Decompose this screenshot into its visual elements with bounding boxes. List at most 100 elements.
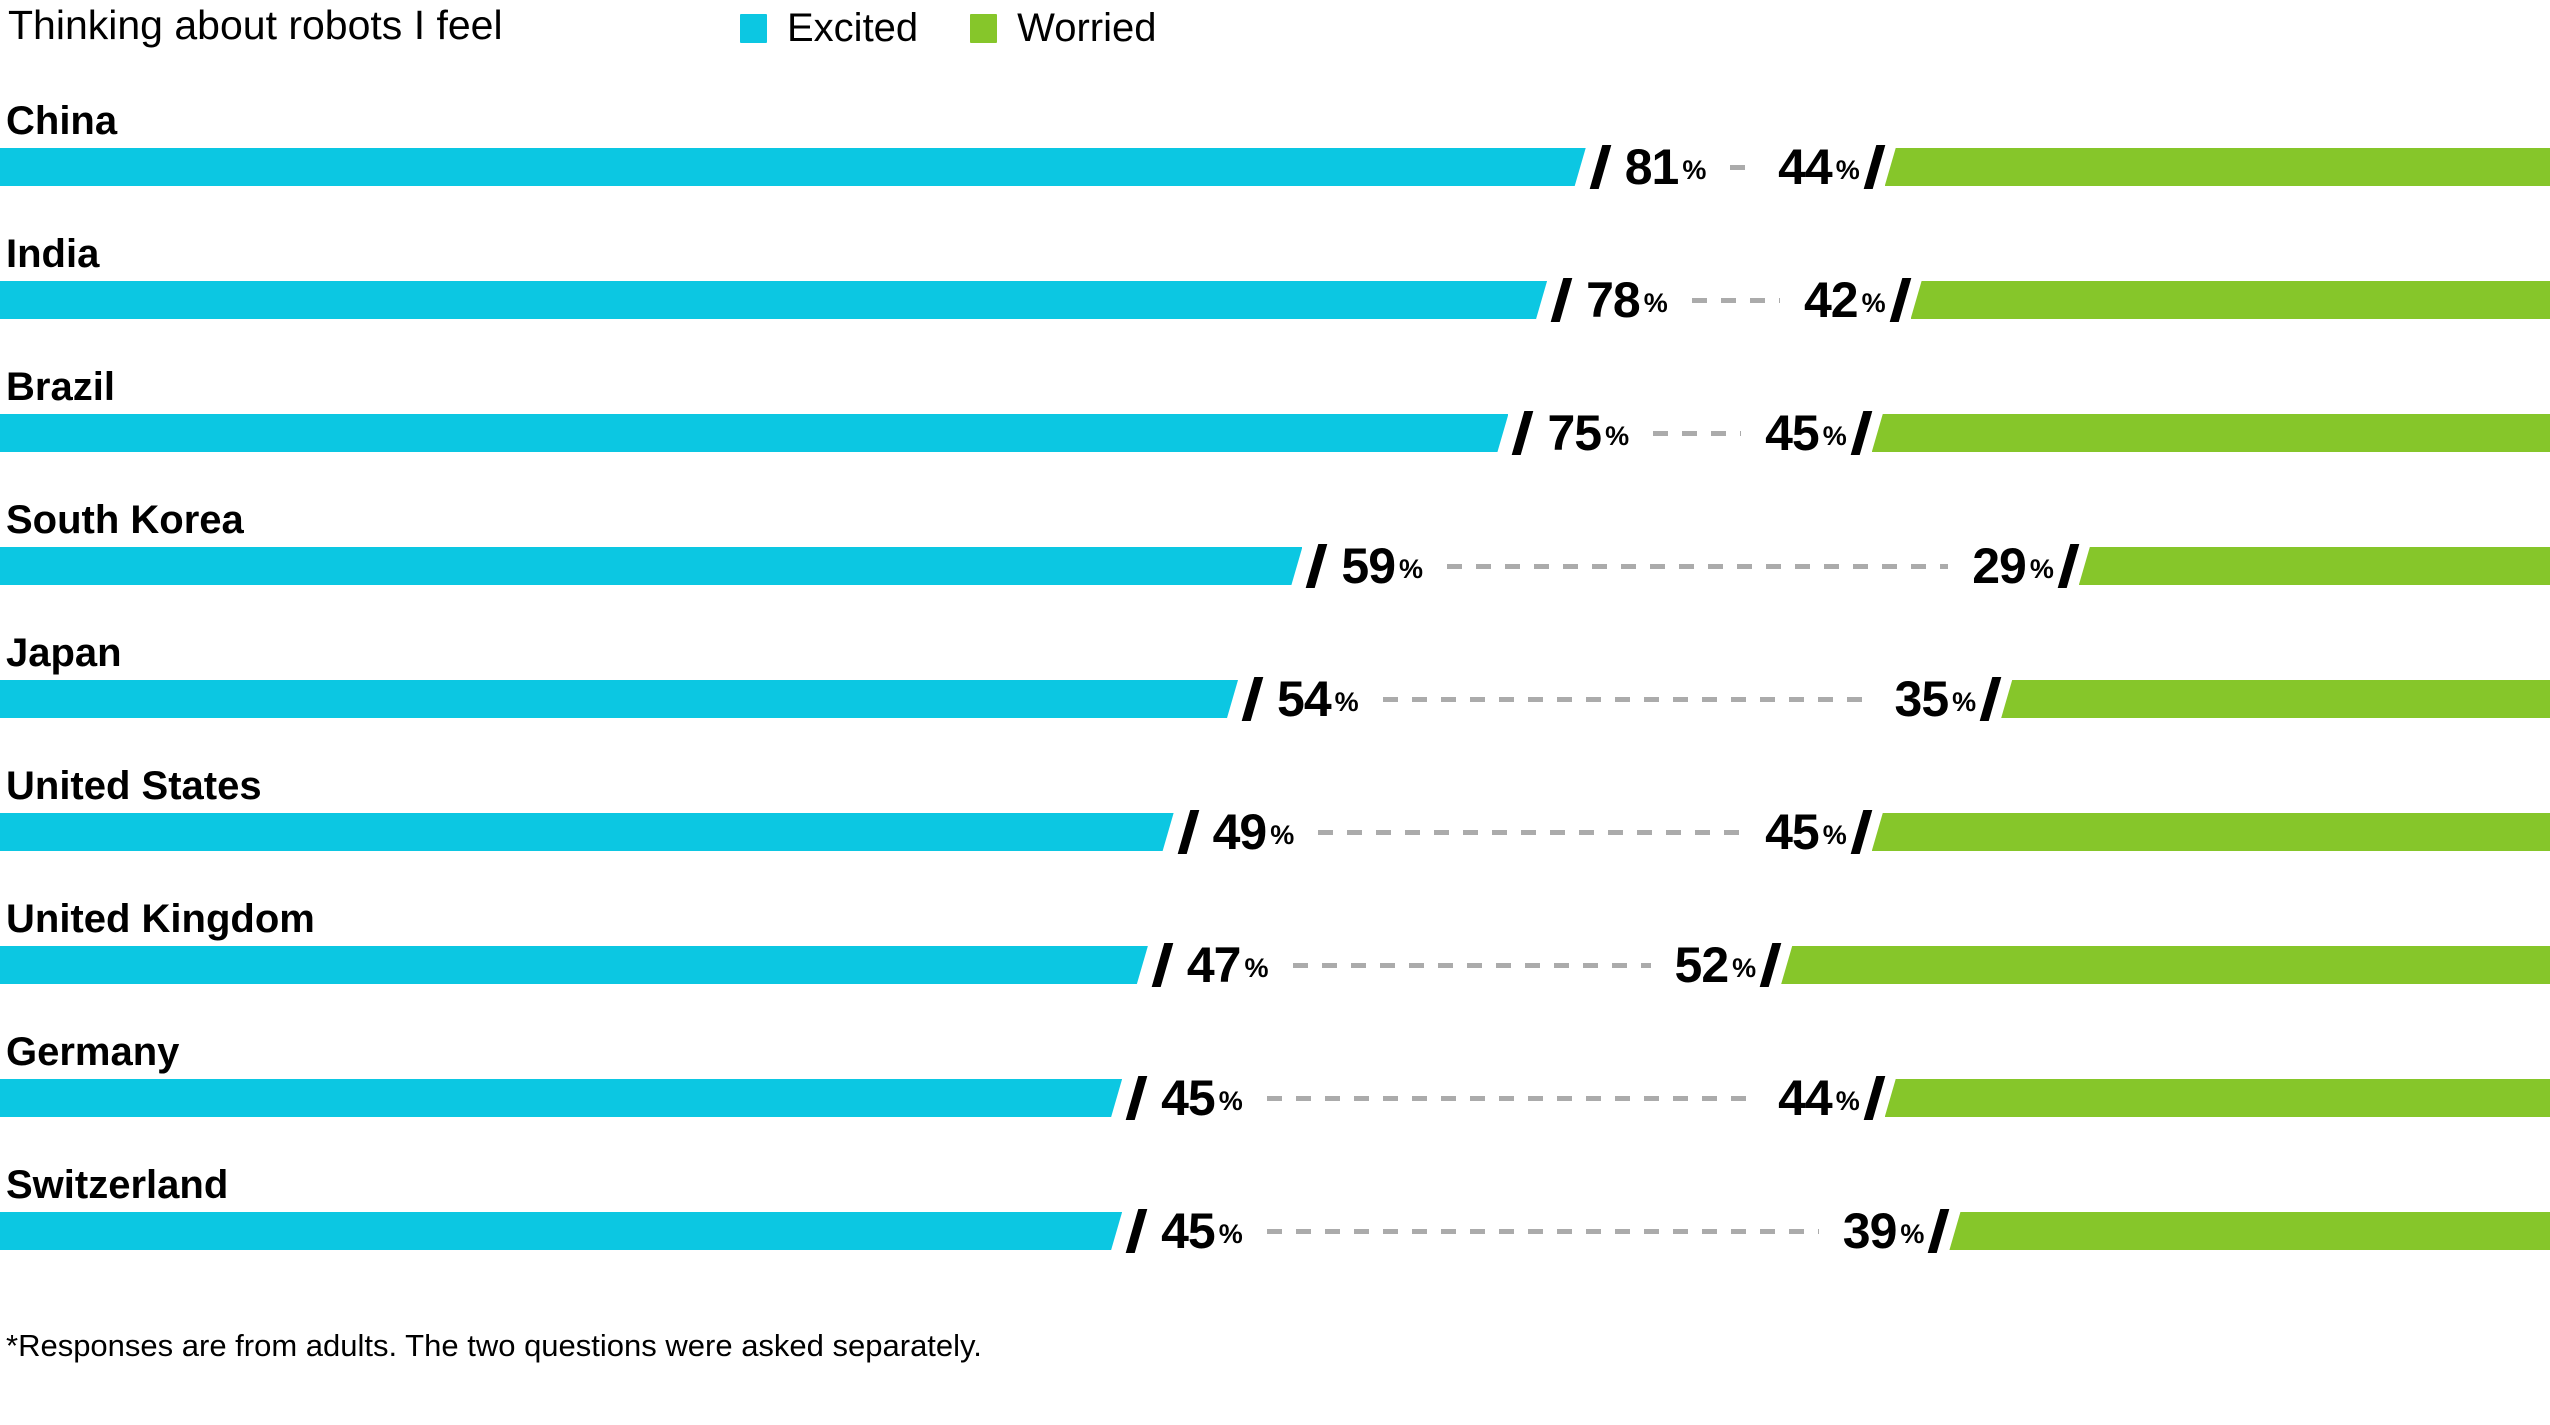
chart-title: Thinking about robots I feel bbox=[8, 2, 503, 48]
legend-swatch-excited-icon bbox=[740, 13, 767, 43]
excited-value-number: 49 bbox=[1212, 804, 1268, 860]
worried-bar bbox=[2001, 680, 2550, 718]
country-row: Switzerland 45% 39% bbox=[0, 1159, 2550, 1292]
worried-slash-mark-icon bbox=[1979, 677, 2002, 721]
worried-slash-mark-icon bbox=[1928, 1209, 1950, 1253]
bar-line: 49% 45% bbox=[0, 807, 2550, 857]
worried-value-unit: % bbox=[1861, 287, 1886, 318]
excited-slash-mark-icon bbox=[1550, 278, 1573, 322]
excited-value-unit: % bbox=[1244, 952, 1269, 983]
worried-value-unit: % bbox=[1952, 686, 1977, 717]
country-row: Japan 54% 35% bbox=[0, 627, 2550, 760]
leader-dashes bbox=[1266, 1095, 1755, 1101]
excited-value-number: 81 bbox=[1624, 139, 1680, 195]
bar-line: 54% 35% bbox=[0, 674, 2550, 724]
worried-slash-mark-icon bbox=[1850, 810, 1873, 854]
excited-bar bbox=[0, 946, 1148, 984]
leader-dashes bbox=[1691, 297, 1780, 303]
worried-bar bbox=[1871, 813, 2550, 851]
excited-value-number: 47 bbox=[1186, 937, 1242, 993]
country-row: China 81% 44% bbox=[0, 95, 2550, 228]
worried-slash-mark-icon bbox=[1850, 411, 1873, 455]
excited-value-number: 54 bbox=[1277, 671, 1332, 727]
worried-value: 52% bbox=[1675, 940, 1757, 990]
country-label: United Kingdom bbox=[6, 897, 315, 941]
worried-value-number: 44 bbox=[1778, 139, 1833, 195]
country-label: India bbox=[6, 232, 100, 276]
worried-value-unit: % bbox=[1822, 819, 1847, 850]
excited-value: 75% bbox=[1547, 408, 1629, 458]
worried-bar bbox=[1884, 1079, 2550, 1117]
country-row: United Kingdom 47% 52% bbox=[0, 893, 2550, 1026]
worried-slash-mark-icon bbox=[1863, 145, 1886, 189]
chart-footnote: *Responses are from adults. The two ques… bbox=[6, 1328, 982, 1363]
country-row: India 78% 42% bbox=[0, 228, 2550, 361]
excited-bar bbox=[0, 1212, 1122, 1250]
excited-value: 49% bbox=[1213, 807, 1295, 857]
excited-value: 78% bbox=[1586, 275, 1668, 325]
worried-slash-mark-icon bbox=[1759, 943, 1782, 987]
worried-value-number: 39 bbox=[1842, 1203, 1898, 1259]
excited-bar bbox=[0, 148, 1586, 186]
worried-value-unit: % bbox=[1835, 1085, 1860, 1116]
worried-value: 39% bbox=[1843, 1206, 1925, 1256]
worried-value-number: 44 bbox=[1778, 1070, 1833, 1126]
worried-bar bbox=[1884, 148, 2550, 186]
worried-value: 44% bbox=[1778, 142, 1860, 192]
excited-slash-mark-icon bbox=[1512, 411, 1534, 455]
leader-dashes bbox=[1653, 430, 1742, 436]
excited-value-number: 59 bbox=[1341, 538, 1396, 594]
excited-value-unit: % bbox=[1218, 1218, 1243, 1249]
country-row: Germany 45% 44% bbox=[0, 1026, 2550, 1159]
excited-slash-mark-icon bbox=[1589, 145, 1612, 189]
leader-dashes bbox=[1318, 829, 1742, 835]
worried-value-number: 29 bbox=[1972, 538, 2027, 594]
excited-bar bbox=[0, 1079, 1122, 1117]
legend-swatch-worried-icon bbox=[970, 13, 998, 43]
worried-value-number: 35 bbox=[1894, 671, 1950, 727]
excited-value-unit: % bbox=[1270, 819, 1295, 850]
worried-slash-mark-icon bbox=[1889, 278, 1911, 322]
bar-line: 81% 44% bbox=[0, 142, 2550, 192]
worried-value-number: 45 bbox=[1765, 405, 1820, 461]
excited-slash-mark-icon bbox=[1151, 943, 1174, 987]
excited-bar bbox=[0, 813, 1174, 851]
excited-value-number: 45 bbox=[1161, 1070, 1216, 1126]
excited-bar bbox=[0, 547, 1302, 585]
bar-line: 59% 29% bbox=[0, 541, 2550, 591]
excited-value-unit: % bbox=[1218, 1085, 1243, 1116]
worried-value: 44% bbox=[1778, 1073, 1860, 1123]
leader-dashes bbox=[1382, 696, 1871, 702]
excited-value: 45% bbox=[1161, 1073, 1243, 1123]
worried-value-unit: % bbox=[1835, 154, 1860, 185]
worried-bar bbox=[1871, 414, 2550, 452]
worried-bar bbox=[1910, 281, 2550, 319]
country-row: South Korea 59% 29% bbox=[0, 494, 2550, 627]
worried-value-unit: % bbox=[1732, 952, 1757, 983]
legend-label-excited: Excited bbox=[787, 6, 919, 50]
bar-line: 75% 45% bbox=[0, 408, 2550, 458]
worried-bar bbox=[2078, 547, 2550, 585]
excited-value: 59% bbox=[1341, 541, 1423, 591]
excited-value-unit: % bbox=[1643, 287, 1668, 318]
country-label: China bbox=[6, 99, 118, 143]
country-label: Brazil bbox=[6, 365, 115, 409]
worried-value-unit: % bbox=[1822, 420, 1847, 451]
bar-line: 45% 44% bbox=[0, 1073, 2550, 1123]
country-row: Brazil 75% 45% bbox=[0, 361, 2550, 494]
excited-value-unit: % bbox=[1682, 154, 1707, 185]
country-row: United States 49% 45% bbox=[0, 760, 2550, 893]
excited-value-number: 45 bbox=[1161, 1203, 1216, 1259]
excited-value: 47% bbox=[1187, 940, 1269, 990]
leader-dashes bbox=[1266, 1228, 1819, 1234]
excited-slash-mark-icon bbox=[1177, 810, 1199, 854]
excited-value-number: 78 bbox=[1586, 272, 1641, 328]
bar-line: 47% 52% bbox=[0, 940, 2550, 990]
worried-bar bbox=[1781, 946, 2550, 984]
leader-dashes bbox=[1292, 962, 1651, 968]
worried-bar bbox=[1949, 1212, 2550, 1250]
excited-value-unit: % bbox=[1399, 553, 1424, 584]
excited-value: 54% bbox=[1277, 674, 1359, 724]
excited-slash-mark-icon bbox=[1306, 544, 1328, 588]
